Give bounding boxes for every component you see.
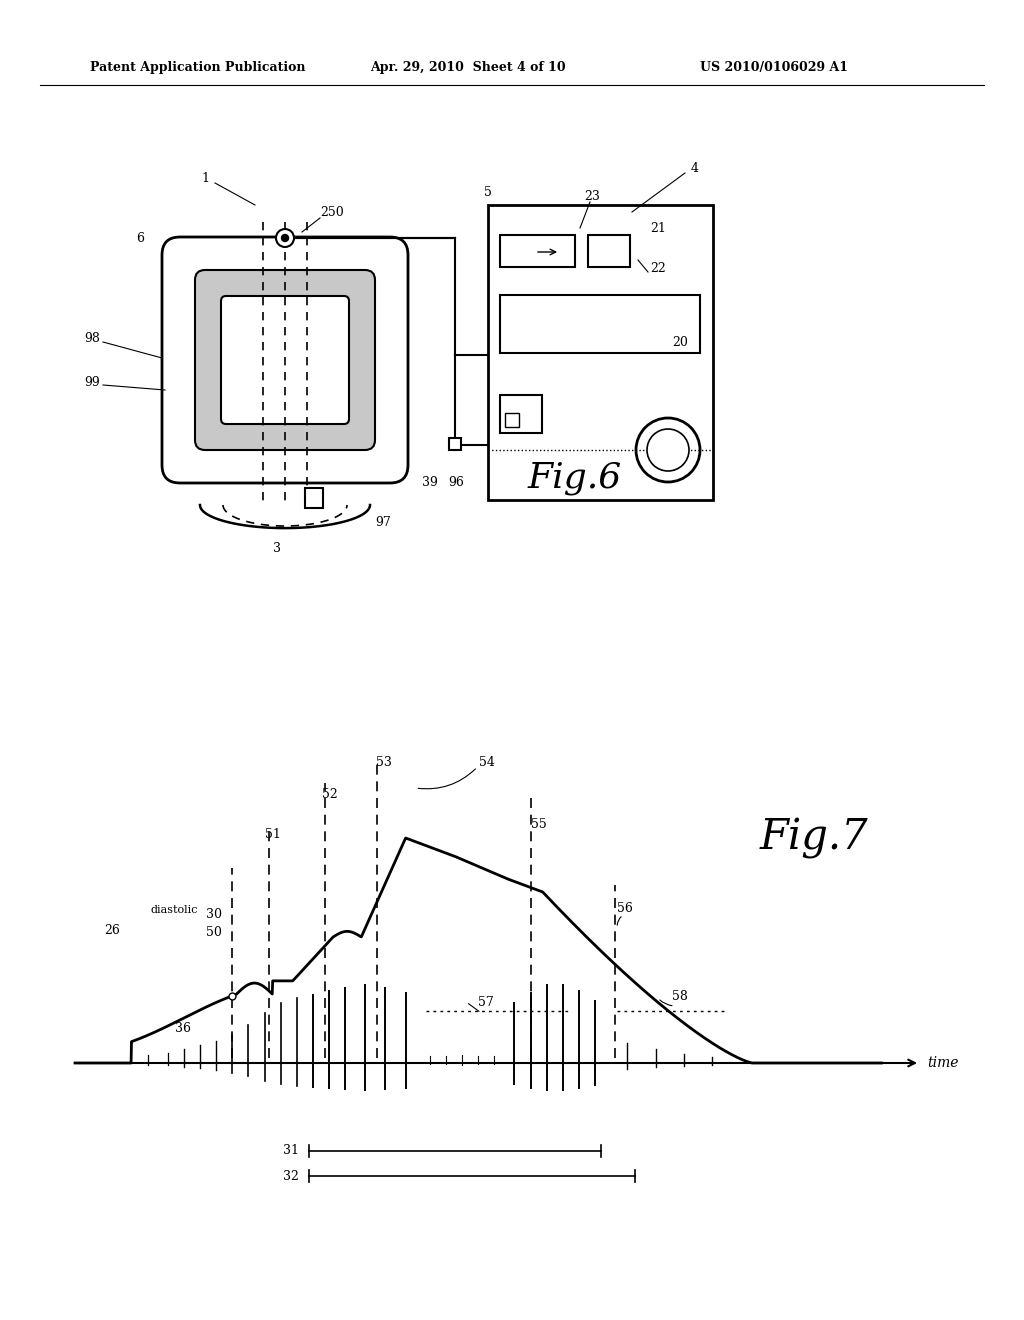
Text: 1: 1: [201, 172, 209, 185]
Text: 53: 53: [377, 756, 392, 770]
Text: 55: 55: [530, 818, 547, 832]
Text: Fig.6: Fig.6: [528, 461, 623, 495]
Text: 39: 39: [422, 477, 438, 490]
Text: Fig.7: Fig.7: [760, 817, 868, 859]
Circle shape: [282, 235, 289, 242]
Text: Apr. 29, 2010  Sheet 4 of 10: Apr. 29, 2010 Sheet 4 of 10: [370, 62, 565, 74]
Text: 52: 52: [323, 788, 338, 801]
Bar: [500, 294, 700, 352]
Text: diastolic: diastolic: [151, 906, 198, 915]
Text: 97: 97: [375, 516, 391, 529]
Text: 36: 36: [175, 1022, 191, 1035]
Text: 98: 98: [84, 331, 100, 345]
Circle shape: [636, 418, 700, 482]
Text: 26: 26: [104, 924, 120, 936]
Text: 20: 20: [672, 337, 688, 350]
Text: 99: 99: [84, 375, 100, 388]
Text: 4: 4: [691, 161, 699, 174]
Text: 21: 21: [650, 222, 666, 235]
Text: 6: 6: [136, 231, 144, 244]
Text: 5: 5: [484, 186, 492, 199]
Text: 250: 250: [321, 206, 344, 219]
Circle shape: [647, 429, 689, 471]
Text: 31: 31: [283, 1144, 299, 1158]
FancyBboxPatch shape: [195, 271, 375, 450]
Circle shape: [276, 228, 294, 247]
Bar: [305, 488, 323, 508]
Bar: [500, 235, 575, 267]
Text: US 2010/0106029 A1: US 2010/0106029 A1: [700, 62, 848, 74]
Bar: [488, 205, 713, 500]
Text: 22: 22: [650, 261, 666, 275]
Bar: [500, 395, 542, 433]
Text: 51: 51: [264, 829, 281, 842]
Text: 58: 58: [672, 990, 688, 1002]
Text: 57: 57: [478, 997, 495, 1010]
Text: 23: 23: [584, 190, 600, 202]
FancyBboxPatch shape: [221, 296, 349, 424]
Text: 30: 30: [206, 908, 222, 921]
Text: 50: 50: [206, 925, 222, 939]
Text: 96: 96: [449, 477, 464, 490]
Bar: [449, 438, 461, 450]
Text: Patent Application Publication: Patent Application Publication: [90, 62, 305, 74]
Text: 3: 3: [273, 541, 281, 554]
Text: 54: 54: [479, 755, 496, 768]
Text: time: time: [927, 1056, 958, 1071]
Bar: [588, 235, 630, 267]
Text: 56: 56: [617, 902, 633, 915]
Bar: [505, 413, 519, 426]
FancyBboxPatch shape: [162, 238, 408, 483]
Text: 32: 32: [283, 1170, 299, 1183]
